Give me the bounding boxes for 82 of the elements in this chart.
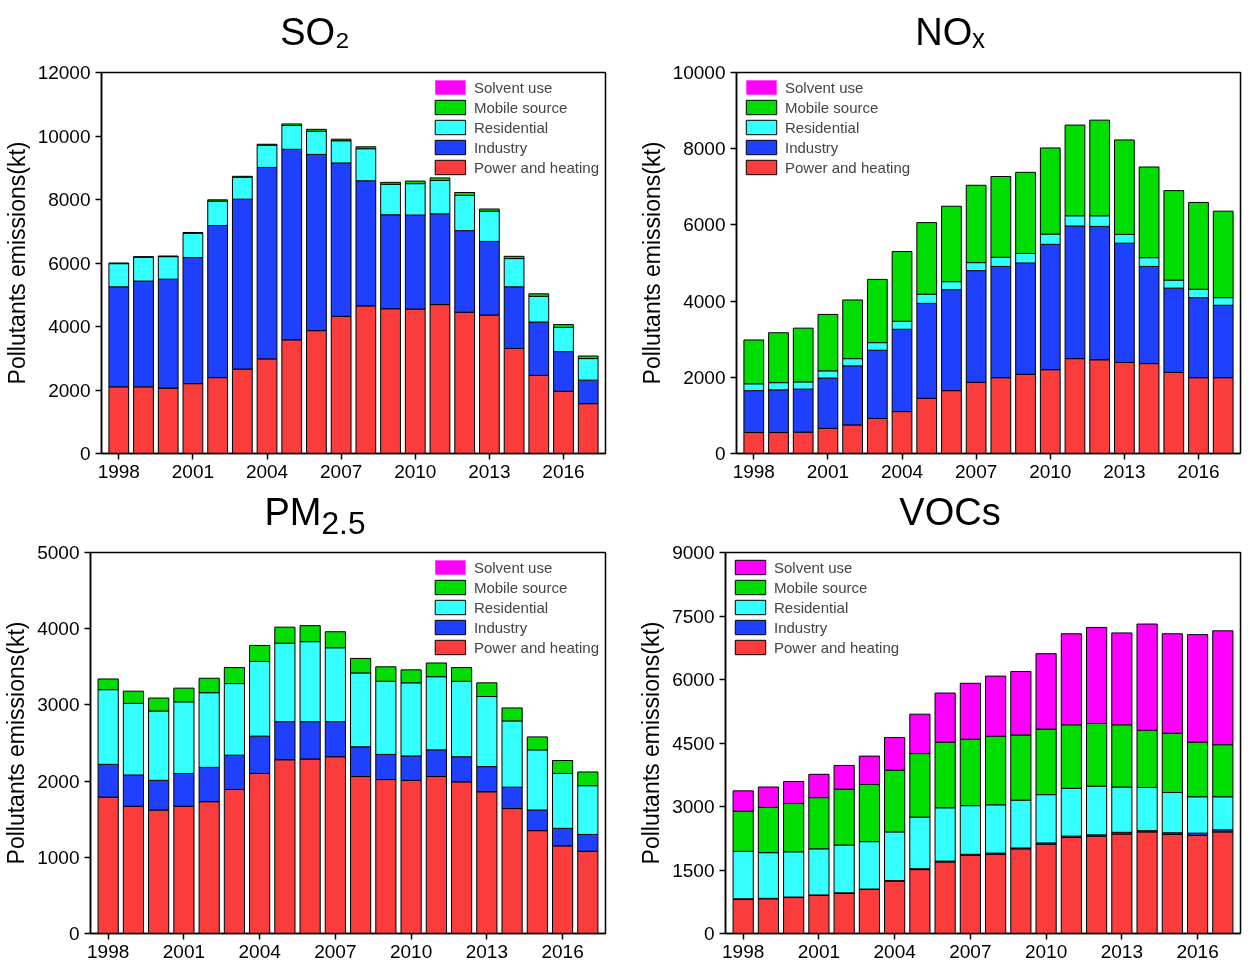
y-tick-label: 4000 (48, 316, 91, 337)
y-tick-label: 5000 (37, 542, 80, 563)
x-tick-label: 2001 (162, 940, 206, 962)
legend-label: Solvent use (473, 558, 553, 576)
y-tick-label: 2000 (37, 770, 80, 792)
x-tick-label: 1998 (722, 940, 765, 962)
x-tick-label: 2016 (542, 460, 585, 482)
x-tick-label: 2001 (806, 460, 850, 482)
y-tick-label: 0 (714, 443, 726, 464)
y-tick-label: 1500 (672, 859, 715, 881)
chart-title: NOₓ (914, 10, 986, 55)
y-tick-label: 4000 (37, 618, 80, 640)
x-tick-label: 2010 (1029, 460, 1072, 482)
legend-label: Mobile source (785, 98, 879, 116)
x-tick-label: 2013 (1103, 460, 1146, 482)
y-tick-label: 0 (79, 443, 91, 464)
y-tick-label: 7500 (672, 605, 715, 627)
x-tick-label: 2001 (171, 460, 215, 482)
x-tick-label: 1998 (87, 940, 130, 962)
x-tick-label: 2007 (955, 460, 998, 482)
y-tick-label: 6000 (683, 214, 726, 236)
legend-label: Mobile source (774, 578, 868, 596)
legend-label: Industry (473, 618, 528, 636)
y-tick-label: 10000 (37, 125, 91, 147)
chart-title: SO₂ (279, 10, 351, 55)
y-axis-title: Pollutants emissions(kt) (3, 141, 30, 385)
y-axis-title: Pollutants emissions(kt) (3, 621, 30, 865)
x-tick-label: 2007 (314, 940, 357, 962)
y-tick-label: 6000 (672, 669, 715, 690)
chart-title: PM$_{2.5}$ (264, 491, 366, 541)
y-tick-label: 0 (68, 923, 80, 944)
x-tick-label: 2004 (238, 940, 282, 962)
legend-label: Solvent use (785, 78, 864, 96)
x-tick-label: 2013 (468, 460, 511, 482)
x-tick-label: 2010 (1024, 940, 1068, 962)
legend-label: Residential (774, 598, 849, 616)
y-tick-label: 2000 (48, 379, 91, 401)
x-tick-label: 2007 (949, 940, 992, 962)
x-tick-label: 2016 (1176, 940, 1219, 962)
x-tick-label: 2010 (394, 460, 437, 482)
legend-label: Industry (785, 138, 839, 156)
x-tick-label: 1998 (732, 460, 775, 482)
y-tick-label: 3000 (37, 694, 80, 716)
y-tick-label: 12000 (37, 62, 91, 83)
x-tick-label: 2004 (245, 460, 289, 482)
y-tick-label: 6000 (48, 252, 91, 274)
y-tick-label: 4500 (672, 732, 715, 754)
legend-label: Power and heating (785, 158, 911, 176)
x-tick-label: 2016 (541, 940, 584, 962)
legend-label: Power and heating (473, 638, 599, 656)
x-tick-label: 2007 (320, 460, 363, 482)
legend-label: Industry (473, 138, 528, 156)
legend-label: Residential (785, 118, 860, 136)
legend-label: Power and heating (473, 158, 599, 176)
x-tick-label: 1998 (97, 460, 140, 482)
legend-label: Residential (473, 598, 549, 616)
y-tick-label: 4000 (683, 290, 726, 312)
y-tick-label: 8000 (683, 138, 726, 160)
x-tick-label: 2013 (465, 940, 508, 962)
legend-label: Solvent use (774, 558, 853, 576)
legend-label: Residential (473, 118, 549, 136)
chart-title: VOCs (898, 490, 1002, 535)
y-tick-label: 1000 (37, 846, 80, 868)
legend-label: Power and heating (774, 638, 900, 656)
y-tick-label: 9000 (672, 542, 715, 563)
y-tick-label: 3000 (672, 796, 715, 817)
legend-label: Mobile source (473, 578, 568, 596)
legend-label: Mobile source (473, 98, 568, 116)
y-axis-title: Pollutants emissions(kt) (638, 621, 665, 865)
x-tick-label: 2016 (1177, 460, 1220, 482)
x-tick-label: 2004 (880, 460, 924, 482)
y-axis-title: Pollutants emissions(kt) (638, 141, 665, 385)
y-tick-label: 10000 (672, 62, 726, 83)
legend-label: Industry (774, 618, 828, 636)
y-tick-label: 2000 (683, 366, 726, 388)
x-tick-label: 2004 (873, 940, 917, 962)
x-tick-label: 2013 (1100, 940, 1143, 962)
y-tick-label: 8000 (48, 189, 91, 210)
y-tick-label: 0 (703, 923, 715, 944)
x-tick-label: 2010 (389, 940, 433, 962)
x-tick-label: 2001 (797, 940, 841, 962)
legend-label: Solvent use (473, 78, 553, 96)
